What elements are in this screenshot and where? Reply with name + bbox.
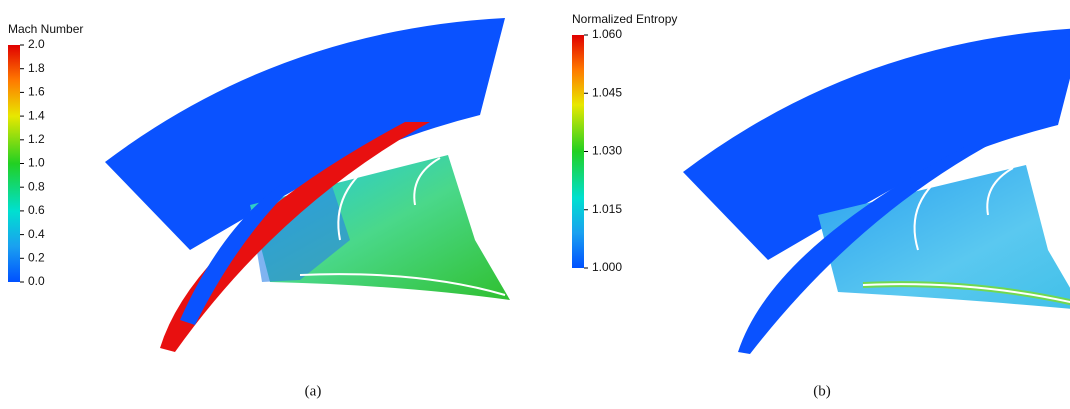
colorbar-ramp bbox=[8, 45, 20, 282]
contour-a bbox=[105, 18, 510, 352]
tick-label: 1.015 bbox=[592, 202, 622, 216]
figure: Mach Number 2.0 1.8 1.6 1.4 1.2 1.0 0.8 0.6 0.4 0… bbox=[0, 0, 1070, 409]
contour-b bbox=[683, 28, 1070, 354]
colorbar: Normalized Entropy 1.060 1.045 1.030 1.015 1… bbox=[572, 12, 677, 274]
tick-label: 1.030 bbox=[592, 144, 622, 158]
tick-label: 1.060 bbox=[592, 27, 622, 41]
tick-label: 0.0 bbox=[28, 274, 45, 288]
tick-label: 1.6 bbox=[28, 85, 45, 99]
caption: (b) bbox=[813, 383, 831, 399]
tick-label: 1.000 bbox=[592, 260, 622, 274]
colorbar-title: Normalized Entropy bbox=[572, 12, 677, 26]
colorbar: Mach Number 2.0 1.8 1.6 1.4 1.2 1.0 0.8 0.6 0.4 0… bbox=[8, 22, 83, 288]
tick-label: 0.8 bbox=[28, 179, 45, 193]
colorbar-ramp bbox=[572, 35, 584, 268]
tick-label: 1.4 bbox=[28, 108, 45, 122]
caption: (a) bbox=[305, 383, 322, 399]
tick-label: 0.4 bbox=[28, 227, 45, 241]
tick-label: 0.6 bbox=[28, 203, 45, 217]
colorbar-title: Mach Number bbox=[8, 22, 83, 36]
tick-label: 2.0 bbox=[28, 37, 45, 51]
tick-label: 1.0 bbox=[28, 156, 45, 170]
tick-label: 1.045 bbox=[592, 85, 622, 99]
tick-label: 1.8 bbox=[28, 61, 45, 75]
tick-label: 0.2 bbox=[28, 250, 45, 264]
tick-label: 1.2 bbox=[28, 132, 45, 146]
